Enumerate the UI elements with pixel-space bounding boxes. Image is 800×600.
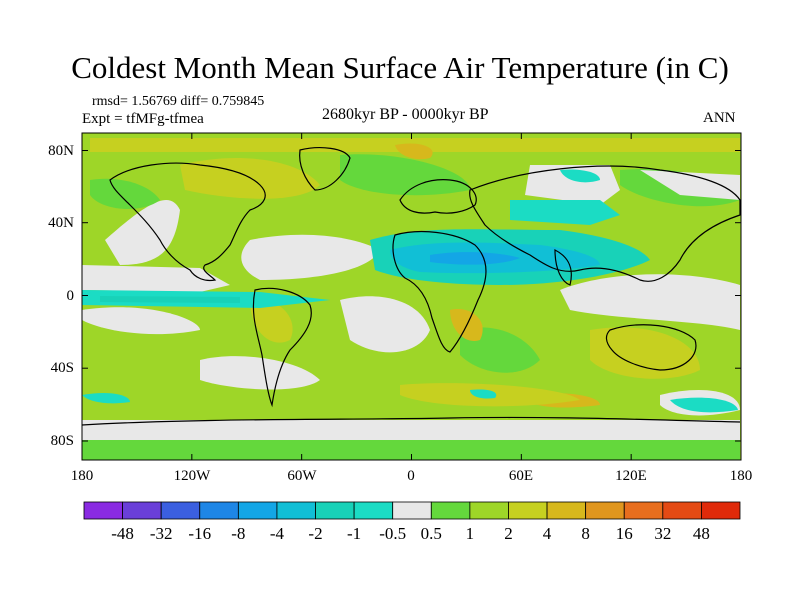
lon-label-60e: 60E (508, 468, 534, 484)
colorbar-label: 16 (615, 524, 633, 543)
lat-label-40n: 40N (48, 215, 74, 231)
coastline-south-america (252, 287, 312, 408)
colorbar-swatch-1 (122, 501, 162, 520)
temperature-field (82, 133, 741, 460)
colorbar-swatch-5 (276, 501, 316, 520)
field-patch-20 (250, 299, 293, 343)
period-label: 2680kyr BP - 0000kyr BP (322, 106, 489, 123)
colorbar-swatch-16 (701, 501, 741, 520)
field-patch-28 (430, 252, 520, 265)
field-patch-12 (340, 296, 430, 353)
colorbar-label: 0.5 (420, 524, 442, 543)
colorbar-label: -32 (149, 524, 173, 543)
coastline-greenland (299, 147, 351, 191)
coastlines (82, 147, 741, 426)
colorbar-label: 1 (465, 524, 475, 543)
coastline-australia (605, 324, 697, 371)
field-patch-3 (340, 154, 470, 196)
colorbar-swatch-3 (199, 501, 239, 520)
colorbar-label: -0.5 (379, 524, 407, 543)
field-patch-6 (640, 170, 740, 200)
colorbar-swatch-8 (392, 501, 432, 520)
lon-label-60w: 60W (287, 468, 317, 484)
field-patch-8 (241, 234, 380, 280)
field-patch-13 (200, 356, 320, 390)
lon-label-0: 0 (407, 468, 415, 484)
colorbar-swatch-10 (469, 501, 509, 520)
lat-label-40s: 40S (50, 360, 74, 376)
colorbar-swatch-0 (83, 501, 123, 520)
colorbar-swatch-4 (237, 501, 278, 520)
coastline-antarctica (82, 416, 741, 426)
colorbar (83, 501, 741, 520)
map-axes (81, 132, 742, 461)
colorbar-label: 8 (581, 524, 590, 543)
colorbar-label: -48 (111, 524, 134, 543)
lat-label-80n: 80N (48, 143, 74, 159)
season-label: ANN (703, 110, 736, 126)
colorbar-label: -4 (269, 524, 285, 543)
field-patch-7 (105, 200, 180, 265)
field-patch-11 (82, 307, 200, 335)
lon-label-120w: 120W (173, 468, 211, 484)
coastline-europe (399, 179, 477, 214)
colorbar-swatch-14 (623, 501, 664, 520)
colorbar-swatch-2 (160, 501, 201, 520)
field-patch-2 (395, 143, 433, 160)
colorbar-label: 32 (654, 524, 672, 543)
lon-label-120e: 120E (615, 468, 647, 484)
colorbar-label: -2 (308, 524, 323, 543)
colorbar-label: -1 (347, 524, 362, 543)
field-patch-16 (82, 440, 740, 460)
lon-label-180w: 180 (70, 468, 94, 484)
colorbar-swatch-15 (662, 501, 702, 520)
colorbar-label: 4 (542, 524, 552, 543)
colorbar-swatch-7 (353, 501, 394, 520)
field-patch-9 (82, 265, 230, 292)
stats-text: rmsd= 1.56769 diff= 0.759845 (92, 94, 265, 109)
field-patch-17 (90, 178, 160, 210)
map-title: Coldest Month Mean Surface Air Temperatu… (71, 50, 729, 85)
field-patch-19 (590, 327, 700, 379)
coastline-north-america (109, 162, 266, 282)
lat-label-eq: 0 (66, 288, 75, 304)
field-patch-25 (100, 296, 240, 303)
colorbar-swatch-9 (430, 501, 471, 520)
colorbar-label: -8 (231, 524, 246, 543)
colorbar-label: -16 (188, 524, 212, 543)
colorbar-swatch-13 (585, 501, 625, 520)
colorbar-swatch-6 (315, 501, 355, 520)
field-patch-33 (470, 389, 497, 399)
colorbar-label: 48 (692, 524, 710, 543)
colorbar-swatch-11 (508, 501, 548, 520)
field-patch-32 (82, 392, 130, 404)
field-patch-31 (670, 397, 738, 413)
field-patch-30 (560, 169, 600, 183)
field-patch-15 (82, 420, 740, 440)
colorbar-label: 2 (504, 524, 513, 543)
coastline-asia (469, 165, 741, 282)
field-patch-10 (560, 274, 740, 330)
lat-label-80s: 80S (50, 433, 74, 449)
field-patch-29 (510, 200, 620, 225)
lon-label-180e: 180 (729, 468, 753, 484)
coastline-africa (392, 231, 487, 353)
experiment-label: Expt = tfMFg-tfmea (82, 111, 204, 127)
colorbar-swatch-12 (546, 501, 587, 520)
coastline-india (554, 249, 572, 286)
